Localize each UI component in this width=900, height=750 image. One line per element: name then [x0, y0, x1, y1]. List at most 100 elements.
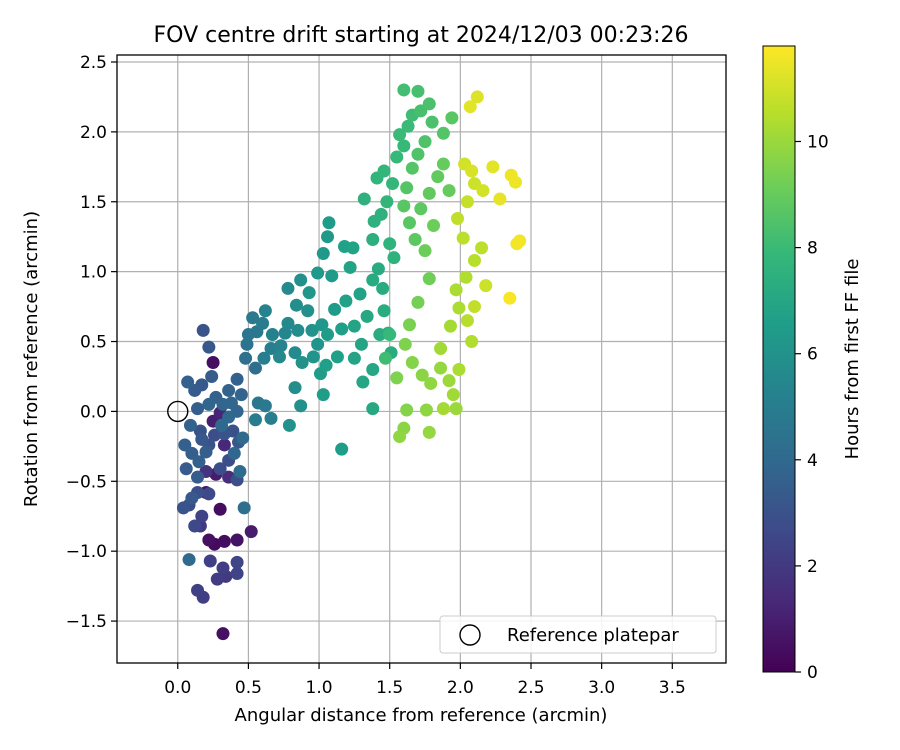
scatter-point	[316, 246, 330, 260]
scatter-point	[459, 270, 473, 284]
scatter-point	[339, 294, 353, 308]
scatter-point	[325, 269, 339, 283]
scatter-points	[176, 83, 527, 641]
scatter-point	[371, 262, 385, 276]
scatter-point	[377, 304, 391, 318]
scatter-point	[449, 402, 463, 416]
scatter-point	[330, 350, 344, 364]
scatter-point	[422, 425, 436, 439]
scatter-point	[475, 241, 489, 255]
scatter-point	[236, 431, 250, 445]
scatter-point	[418, 244, 432, 258]
scatter-point	[383, 328, 397, 342]
scatter-point	[192, 455, 206, 469]
scatter-point	[311, 266, 325, 280]
scatter-point	[181, 375, 195, 389]
x-axis-ticks: 0.0 0.5 1.0 1.5 2.0 2.5 3.0 3.5	[164, 663, 686, 698]
x-tick-label: 0.5	[235, 678, 262, 698]
scatter-point	[390, 150, 404, 164]
scatter-point	[217, 438, 231, 452]
scatter-point	[257, 351, 271, 365]
scatter-point	[335, 442, 349, 456]
scatter-point	[191, 402, 205, 416]
scatter-point	[185, 491, 199, 505]
reference-platepar-marker	[167, 400, 189, 423]
scatter-point	[366, 362, 380, 376]
scatter-point	[419, 403, 433, 417]
scatter-point	[230, 567, 244, 581]
scatter-point	[282, 418, 296, 432]
y-tick-label: 1.0	[80, 263, 107, 283]
legend-entry-reference-platepar: Reference platepar	[507, 625, 679, 646]
colorbar-label: Hours from first FF file	[842, 259, 863, 460]
scatter-point	[302, 286, 316, 300]
chart-title: FOV centre drift starting at 2024/12/03 …	[154, 23, 689, 48]
scatter-point	[240, 337, 254, 351]
scatter-point	[199, 445, 213, 459]
scatter-point	[486, 160, 500, 174]
scatter-point	[427, 219, 441, 233]
scatter-point	[451, 212, 465, 226]
scatter-point	[513, 234, 527, 248]
scatter-point	[476, 184, 490, 198]
scatter-point	[343, 260, 357, 274]
scatter-point	[390, 371, 404, 385]
scatter-point	[400, 403, 414, 417]
scatter-point	[422, 272, 436, 286]
scatter-point	[354, 337, 368, 351]
scatter-point	[508, 175, 522, 189]
scatter-point	[376, 281, 390, 295]
scatter-point	[353, 287, 367, 301]
scatter-point	[431, 170, 445, 184]
scatter-point	[230, 372, 244, 386]
scatter-point	[195, 432, 209, 446]
scatter-point	[411, 84, 425, 98]
y-tick-label: 1.5	[80, 193, 107, 213]
y-tick-label: −0.5	[66, 472, 107, 492]
scatter-point	[202, 397, 216, 411]
scatter-point	[424, 376, 438, 390]
scatter-point	[434, 361, 448, 375]
legend-reference-marker	[459, 624, 481, 646]
scatter-point	[281, 316, 295, 330]
scatter-point	[398, 337, 412, 351]
scatter-point	[248, 413, 262, 427]
scatter-point	[188, 519, 202, 533]
scatter-point	[319, 358, 333, 372]
colorbar-tick-label: 2	[807, 557, 818, 577]
scatter-point	[213, 462, 227, 476]
scatter-point	[328, 302, 342, 316]
scatter-point	[357, 192, 371, 206]
scatter-point	[239, 351, 253, 365]
scatter-point	[295, 355, 309, 369]
scatter-point	[281, 281, 295, 295]
scatter-point	[216, 627, 230, 641]
scatter-point	[449, 283, 463, 297]
scatter-point	[294, 399, 308, 413]
scatter-point	[393, 430, 407, 444]
scatter-point	[347, 319, 361, 333]
scatter-point	[301, 304, 315, 318]
scatter-point	[191, 470, 205, 484]
scatter-point	[386, 177, 400, 191]
scatter-point	[202, 533, 216, 547]
y-axis-ticks: −1.5 −1.0 −0.5 0.0 0.5 1.0 1.5 2.0 2.5	[66, 53, 117, 632]
x-tick-label: 2.5	[517, 678, 544, 698]
legend: Reference platepar	[439, 615, 717, 654]
scatter-point	[202, 340, 216, 354]
scatter-point	[306, 350, 320, 364]
scatter-point	[402, 216, 416, 230]
scatter-point	[213, 502, 227, 516]
scatter-point	[234, 388, 248, 402]
scatter-point	[422, 97, 436, 111]
scatter-point	[311, 337, 325, 351]
x-tick-label: 3.0	[588, 678, 615, 698]
scatter-point	[233, 465, 247, 479]
y-axis-label: Rotation from reference (arcmin)	[21, 211, 42, 507]
scatter-point	[414, 202, 428, 216]
scatter-point	[467, 253, 481, 267]
scatter-point	[405, 355, 419, 369]
scatter-point	[230, 533, 244, 547]
y-tick-label: −1.0	[66, 542, 107, 562]
scatter-point	[434, 342, 448, 356]
